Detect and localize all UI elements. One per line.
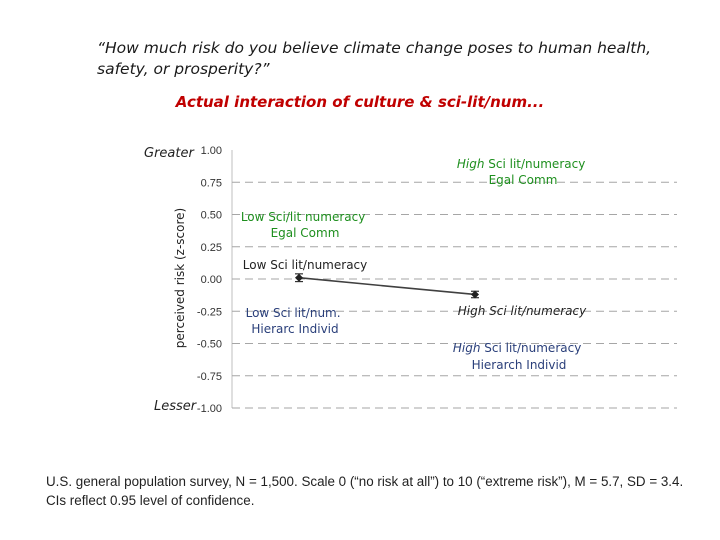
y-tick-label: 1.00 xyxy=(201,145,222,157)
category-label-low: Low Sci lit/numeracy xyxy=(243,258,368,272)
y-bottom-label: Lesser xyxy=(154,399,198,414)
category-label-high: High Sci lit/numeracy xyxy=(458,304,587,318)
annotation-egal-high: High Sci lit/numeracy Egal Comm xyxy=(457,157,589,187)
y-tick-label: 0.00 xyxy=(201,274,222,286)
annotation-hier-low-line1: Low Sci lit/num. xyxy=(246,306,341,320)
y-tick-label: -0.50 xyxy=(197,339,222,351)
y-tick-label: 0.25 xyxy=(201,242,222,254)
annotation-egal-high-rest: Sci lit/numeracy xyxy=(484,157,585,171)
chart-subtitle: Actual interaction of culture & sci-lit/… xyxy=(175,93,545,111)
series-line xyxy=(298,276,476,296)
annotation-hier-low-group: Hierarc Individ xyxy=(251,322,338,336)
survey-question: “How much risk do you believe climate ch… xyxy=(97,39,652,78)
series-layer xyxy=(295,273,479,299)
annotation-egal-low-group: Egal Comm xyxy=(271,226,340,240)
annotation-hier-low: Low Sci lit/num. Hierarc Individ xyxy=(246,306,345,336)
footnote: U.S. general population survey, N = 1,50… xyxy=(46,474,684,508)
y-tick-label: -1.00 xyxy=(197,403,222,415)
annotation-hier-high: High Sci lit/numeracy Hierarch Individ xyxy=(453,341,585,372)
y-tick-label: -0.25 xyxy=(197,306,222,318)
annotation-hier-high-group: Hierarch Individ xyxy=(472,358,567,372)
annotation-hier-high-word: High xyxy=(453,341,481,355)
annotation-egal-low-line1: Low Sci/lit numeracy xyxy=(241,210,366,224)
data-point xyxy=(471,290,479,299)
annotation-hier-high-rest: Sci lit/numeracy xyxy=(480,341,581,355)
grid-lines xyxy=(231,150,677,409)
annotation-egal-high-group: Egal Comm xyxy=(489,173,558,187)
y-tick-labels: 1.00 0.75 0.50 0.25 0.00 -0.25 -0.50 -0.75 -1.00 xyxy=(197,145,222,415)
annotation-egal-high-word: High xyxy=(457,157,485,171)
annotation-egal-low: Low Sci/lit numeracy Egal Comm xyxy=(241,210,369,240)
y-tick-label: 0.75 xyxy=(201,177,222,189)
data-point xyxy=(295,273,303,282)
y-tick-label: -0.75 xyxy=(197,371,222,383)
y-tick-label: 0.50 xyxy=(201,210,222,222)
y-top-label: Greater xyxy=(144,146,195,161)
y-axis-label: perceived risk (z-score) xyxy=(173,208,187,348)
